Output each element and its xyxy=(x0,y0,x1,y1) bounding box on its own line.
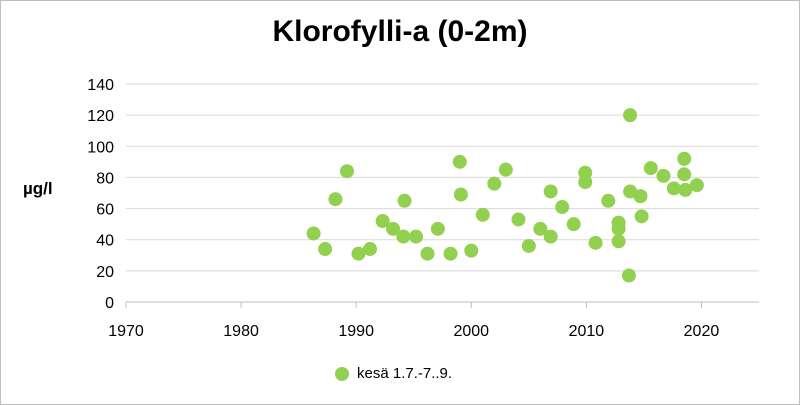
data-point xyxy=(443,246,458,261)
data-point xyxy=(666,181,681,196)
y-axis-label: µg/l xyxy=(23,179,53,198)
data-point xyxy=(362,242,377,257)
x-tick-label: 2010 xyxy=(569,323,605,340)
data-point xyxy=(498,162,513,177)
data-point xyxy=(543,184,558,199)
data-point xyxy=(611,234,626,249)
data-point xyxy=(475,207,490,222)
data-point xyxy=(452,154,467,169)
data-point xyxy=(634,209,649,224)
data-point xyxy=(511,212,526,227)
data-point xyxy=(375,214,390,229)
x-tick-label: 2020 xyxy=(684,323,720,340)
data-point xyxy=(464,243,479,258)
data-point xyxy=(656,168,671,183)
gridlines xyxy=(126,83,759,272)
axes xyxy=(125,301,759,308)
data-point xyxy=(453,187,468,202)
data-point xyxy=(633,189,648,204)
data-point xyxy=(643,161,658,176)
data-point xyxy=(318,242,333,257)
legend-label: kesä 1.7.-7..9. xyxy=(357,365,453,382)
data-point xyxy=(677,167,692,182)
data-point xyxy=(689,178,704,193)
data-point xyxy=(386,221,401,236)
data-point xyxy=(397,193,412,208)
x-tick-label: 1980 xyxy=(223,323,259,340)
y-tick-label: 100 xyxy=(87,139,114,156)
data-point xyxy=(420,246,435,261)
data-point xyxy=(339,164,354,179)
y-tick-label: 120 xyxy=(87,108,114,125)
data-point xyxy=(621,268,636,283)
data-points xyxy=(306,108,704,283)
legend-marker-icon xyxy=(335,366,349,381)
data-point xyxy=(611,221,626,236)
data-point xyxy=(677,151,692,166)
x-tick-labels: 1970 1980 1990 2000 2010 2020 xyxy=(108,323,719,340)
data-point xyxy=(578,175,593,190)
y-tick-labels: 0 20 40 60 80 100 120 140 xyxy=(87,77,114,312)
data-point xyxy=(351,246,366,261)
data-point xyxy=(430,221,445,236)
chart-title: Klorofylli-a (0-2m) xyxy=(272,15,528,48)
y-tick-label: 140 xyxy=(87,77,114,94)
x-tick-label: 2000 xyxy=(453,323,489,340)
data-point xyxy=(306,226,321,241)
data-point xyxy=(487,176,502,191)
y-tick-label: 40 xyxy=(96,233,114,250)
data-point xyxy=(601,193,616,208)
x-tick-label: 1970 xyxy=(108,323,144,340)
legend: kesä 1.7.-7..9. xyxy=(335,365,452,382)
data-point xyxy=(543,229,558,244)
data-point xyxy=(409,229,424,244)
data-point xyxy=(521,238,536,253)
data-point xyxy=(396,229,411,244)
data-point xyxy=(623,108,638,123)
data-point xyxy=(328,192,343,207)
y-tick-label: 20 xyxy=(96,264,114,281)
data-point xyxy=(555,200,570,215)
y-tick-label: 0 xyxy=(105,295,114,312)
data-point xyxy=(566,217,581,232)
y-tick-label: 80 xyxy=(96,170,114,187)
y-tick-label: 60 xyxy=(96,202,114,219)
data-point xyxy=(533,221,548,236)
data-point xyxy=(678,182,693,197)
data-point xyxy=(588,235,603,250)
x-tick-label: 1990 xyxy=(338,323,374,340)
